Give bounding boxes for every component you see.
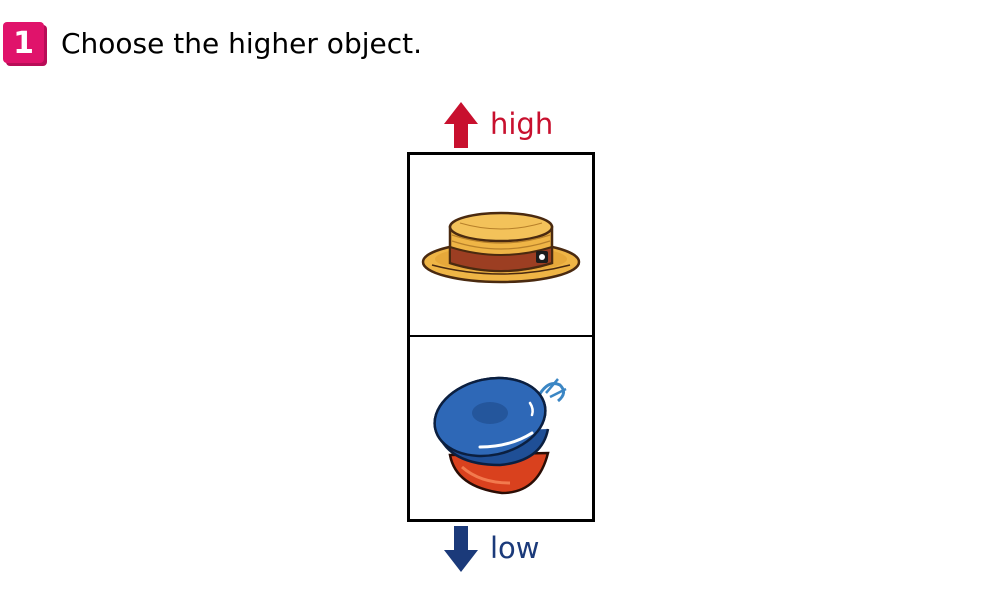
option-straw-hat[interactable] <box>407 152 595 340</box>
high-label-text: high <box>490 107 554 141</box>
arrow-down-icon <box>444 526 478 572</box>
arrow-up-icon <box>444 102 478 148</box>
question-number: 1 <box>13 26 34 61</box>
straw-hat-icon <box>421 211 581 284</box>
castanets-icon <box>433 376 567 495</box>
low-label-text: low <box>490 531 540 565</box>
question-text: Choose the higher object. <box>61 27 422 60</box>
option-castanets[interactable] <box>407 335 595 522</box>
question-number-badge: 1 <box>3 22 47 66</box>
